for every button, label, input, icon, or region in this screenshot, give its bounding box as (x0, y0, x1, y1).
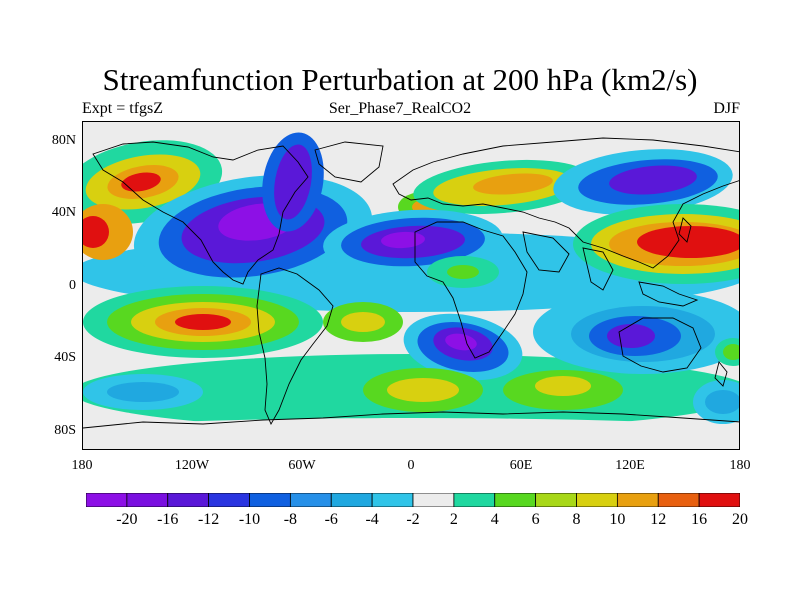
colorbar-label: -16 (157, 511, 179, 528)
contour-region (447, 265, 479, 279)
colorbar-swatch (616, 493, 659, 507)
colorbar-swatch (371, 493, 414, 507)
lat-label-80n: 80N (51, 133, 76, 148)
colorbar-swatch (698, 493, 740, 507)
colorbar-label: -6 (324, 511, 338, 528)
streamfunction-map (82, 121, 740, 450)
lon-label-60e: 60E (509, 458, 533, 473)
contour-region (274, 144, 312, 220)
contour-region (607, 324, 655, 348)
colorbar-swatch (657, 493, 700, 507)
colorbar-label: 6 (531, 511, 540, 528)
contour-region (637, 226, 739, 258)
contour-region (473, 173, 553, 195)
colorbar-label: 10 (609, 511, 626, 528)
contour-region (535, 376, 591, 396)
contour-region (445, 333, 477, 351)
colorbar-swatch (126, 493, 169, 507)
contour-fill-layer (83, 132, 739, 446)
colorbar-label: -8 (283, 511, 298, 528)
lon-label-180w: 180 (71, 458, 93, 473)
lat-label-40s: 40S (54, 350, 76, 365)
contour-region (381, 231, 425, 249)
colorbar-label: 4 (490, 511, 499, 528)
colorbar-label: 12 (650, 511, 667, 528)
colorbar-label: -10 (238, 511, 261, 528)
colorbar-swatch (494, 493, 537, 507)
plot-title: Streamfunction Perturbation at 200 hPa (… (102, 62, 698, 97)
experiment-label: Expt = tfgsZ (82, 100, 164, 117)
contour-region (705, 390, 739, 414)
colorbar-label: 8 (572, 511, 581, 528)
lat-label-40n: 40N (51, 205, 76, 220)
colorbar-swatch (167, 493, 210, 507)
colorbar-swatch (86, 493, 128, 507)
colorbar (86, 493, 740, 507)
run-name-label: Ser_Phase7_RealCO2 (328, 100, 472, 117)
colorbar-label: 2 (449, 511, 458, 528)
colorbar-label: 20 (732, 511, 748, 528)
contour-region (175, 314, 231, 330)
contour-region (121, 172, 161, 192)
contour-region (387, 378, 459, 402)
colorbar-label: -4 (365, 511, 379, 528)
lat-label-equator: 0 (69, 278, 76, 293)
colorbar-label: -12 (197, 511, 220, 528)
colorbar-swatch (249, 493, 291, 507)
colorbar-swatch (576, 493, 618, 507)
lon-label-120w: 120W (174, 458, 210, 473)
colorbar-swatch (453, 493, 496, 507)
lon-label-60w: 60W (288, 458, 316, 473)
map-canvas (83, 132, 739, 446)
lon-label-180e: 180 (729, 458, 751, 473)
contour-region (723, 344, 739, 360)
contour-region (609, 165, 697, 195)
contour-region (83, 418, 739, 446)
colorbar-swatch (289, 493, 332, 507)
contour-region (107, 382, 179, 402)
colorbar-swatch (208, 493, 250, 507)
contour-region (83, 216, 109, 248)
colorbar-label: -20 (116, 511, 138, 528)
lon-label-0: 0 (407, 458, 415, 473)
colorbar-swatch (535, 493, 577, 507)
colorbar-label: -2 (406, 511, 420, 528)
season-label: DJF (713, 100, 740, 117)
colorbar-swatch (412, 493, 455, 507)
contour-region (341, 312, 385, 332)
colorbar-swatch (330, 493, 373, 507)
coastline-layer (83, 137, 739, 429)
lat-label-80s: 80S (54, 423, 76, 438)
lon-label-120e: 120E (615, 458, 645, 473)
colorbar-label: 16 (691, 511, 708, 528)
